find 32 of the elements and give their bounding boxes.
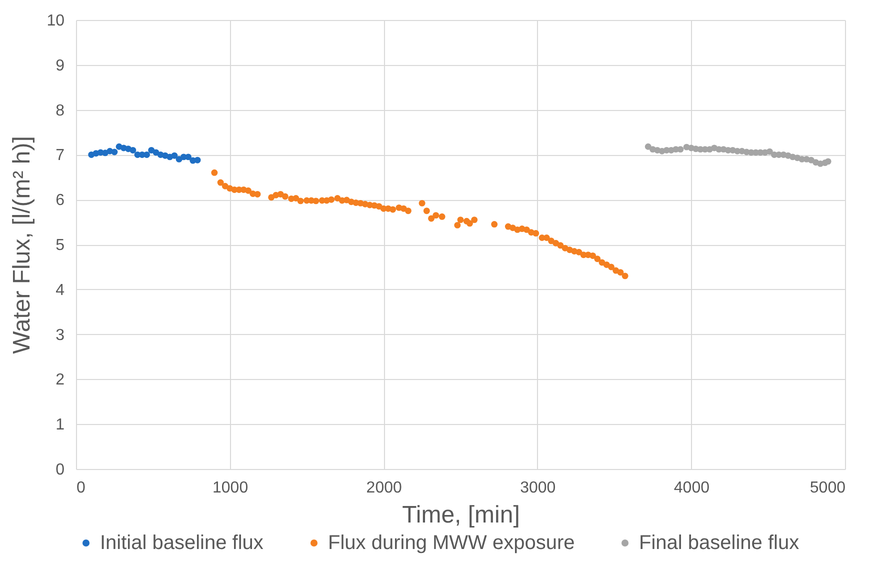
y-tick-label: 8 — [56, 102, 65, 120]
x-tick-label: 0 — [76, 480, 86, 496]
y-tick-label: 2 — [56, 372, 65, 389]
point — [677, 146, 684, 153]
point — [194, 156, 201, 164]
x-tick-label: 1000 — [212, 480, 248, 496]
y-tick-label: 6 — [56, 192, 65, 210]
y-tick-label: 1 — [56, 416, 65, 434]
x-tick-label: 3000 — [520, 480, 556, 496]
y-tick-label: 10 — [46, 12, 65, 30]
legend-label: Initial baseline flux — [100, 532, 264, 554]
y-tick-label: 7 — [56, 147, 65, 164]
point — [144, 151, 150, 158]
x-tick-label: 5000 — [810, 480, 846, 496]
x-axis-title: Time, [min] — [402, 502, 520, 528]
x-tick-label: 2000 — [366, 480, 402, 496]
legend-label: Final baseline flux — [639, 532, 800, 554]
y-axis-title: Water Flux, [l/(m² h)] — [8, 136, 36, 354]
point — [111, 148, 118, 156]
point — [766, 148, 773, 155]
y-tick-label: 9 — [56, 57, 65, 74]
point — [185, 154, 192, 160]
y-tick-label: 3 — [56, 326, 65, 344]
x-tick-label: 4000 — [674, 480, 710, 496]
point — [824, 158, 832, 165]
point — [644, 143, 652, 150]
y-tick-label: 0 — [56, 462, 65, 478]
point — [171, 152, 178, 159]
point — [130, 146, 136, 154]
y-tick-label: 5 — [56, 237, 65, 254]
y-tick-label: 4 — [56, 282, 65, 299]
legend-label: Flux during MWW exposure — [328, 532, 575, 554]
